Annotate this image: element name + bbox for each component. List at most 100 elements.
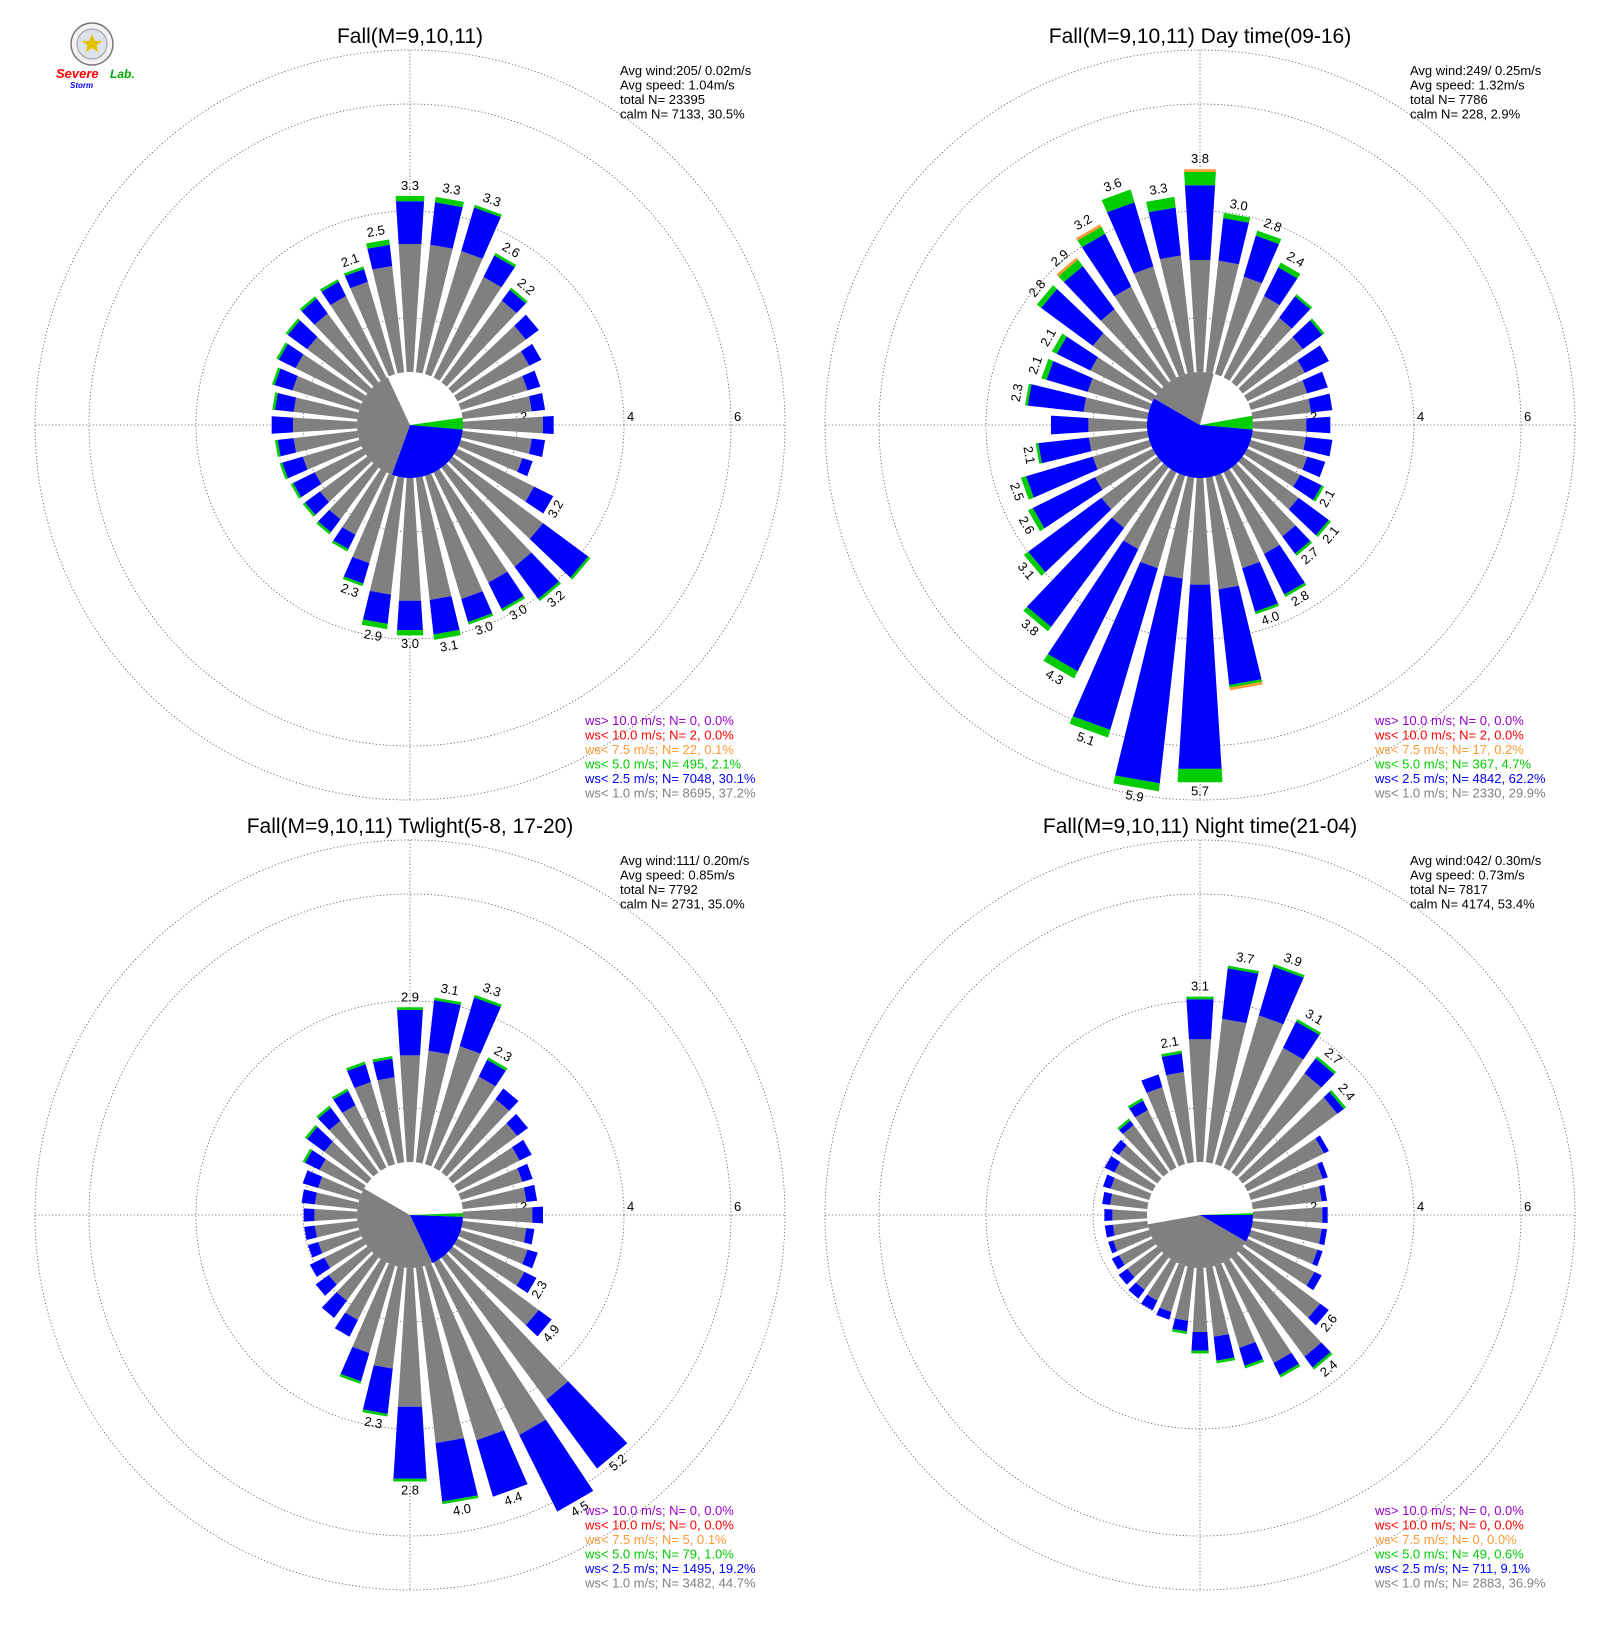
bar-170-lt25 bbox=[1218, 585, 1262, 686]
bar-160-lt5 bbox=[468, 613, 494, 625]
bar-90-lt1 bbox=[1252, 418, 1307, 432]
bar-30-lt25 bbox=[478, 1059, 506, 1087]
bar-110-lt25 bbox=[1312, 1249, 1323, 1267]
bar-70-lt25 bbox=[517, 1163, 533, 1182]
bar-80-lt25 bbox=[523, 1184, 538, 1202]
bar-190-lt1 bbox=[1174, 1266, 1195, 1321]
calm-sector-lt1 bbox=[1154, 372, 1214, 425]
bar-90-lt25 bbox=[542, 415, 554, 435]
bar-40-lt25 bbox=[495, 1088, 519, 1111]
bar-280-lt1 bbox=[293, 397, 359, 420]
bar-280-lt1 bbox=[1083, 397, 1149, 420]
bar-200-lt1 bbox=[352, 1263, 396, 1354]
bar-120-lt25 bbox=[1306, 1271, 1322, 1291]
bar-350-lt25 bbox=[1148, 207, 1181, 260]
bar-220-lt5 bbox=[1023, 606, 1052, 632]
bar-150-lt25 bbox=[488, 571, 524, 610]
bar-330-lt1 bbox=[342, 1105, 387, 1171]
bar-240-lt25 bbox=[1032, 477, 1103, 529]
bar-20-lt1 bbox=[424, 1046, 481, 1167]
bar-100-lt1 bbox=[1251, 430, 1306, 451]
bar-260-lt1 bbox=[1088, 430, 1149, 452]
bar-300-lt25 bbox=[305, 1150, 326, 1171]
bar-320-lt25 bbox=[1119, 1120, 1134, 1135]
bar-310-lt25 bbox=[287, 320, 318, 350]
bar-350-lt25 bbox=[367, 244, 393, 270]
sector-value-label: 3.1 bbox=[439, 637, 459, 655]
bar-110-lt1 bbox=[1248, 1229, 1318, 1265]
grid-ring-6 bbox=[88, 893, 732, 1537]
legend-entry-lt25: ws< 2.5 m/s; N= 711, 9.1% bbox=[1374, 1561, 1531, 1576]
bar-70-lt25 bbox=[1317, 1161, 1328, 1179]
wind-rose-panel-2: Fall(M=9,10,11) Day time(09-16) 2 4 6 3.8 3.0… bbox=[824, 25, 1576, 805]
bar-120-lt25 bbox=[1293, 474, 1322, 501]
sector-value-label: 5.7 bbox=[1191, 783, 1209, 798]
bar-30-lt5 bbox=[1278, 262, 1301, 279]
bar-210-lt5 bbox=[331, 540, 349, 552]
ring-label: 4 bbox=[1417, 1199, 1424, 1214]
bar-260-lt5 bbox=[274, 439, 281, 457]
bar-0-lt1 bbox=[398, 243, 422, 373]
bar-340-lt5 bbox=[343, 266, 365, 276]
bar-80-lt25 bbox=[529, 393, 546, 412]
bar-60-lt1 bbox=[454, 351, 530, 402]
bar-0-lt75 bbox=[1183, 169, 1217, 172]
bar-330-lt25 bbox=[1081, 233, 1132, 297]
bar-170-lt1 bbox=[1205, 1266, 1229, 1337]
legend-entry-lt1: ws< 1.0 m/s; N= 3482, 44.7% bbox=[584, 1576, 756, 1591]
bar-50-lt1 bbox=[448, 325, 526, 394]
bar-330-lt25 bbox=[333, 1090, 356, 1113]
bar-130-lt25 bbox=[1288, 497, 1329, 536]
bar-200-lt1 bbox=[1140, 473, 1186, 569]
bar-350-lt25 bbox=[1161, 1053, 1184, 1076]
bar-20-lt5 bbox=[1273, 963, 1305, 978]
stat-calm: calm N= 7133, 30.5% bbox=[620, 107, 745, 122]
bar-160-lt25 bbox=[476, 1430, 528, 1497]
bar-40-lt25 bbox=[501, 289, 526, 314]
panel-title: Fall(M=9,10,11) bbox=[337, 25, 483, 48]
ring-label: 4 bbox=[627, 1199, 634, 1214]
sector-value-label: 3.3 bbox=[401, 178, 419, 193]
bar-90-lt25 bbox=[1322, 1206, 1328, 1224]
bar-280-lt25 bbox=[274, 393, 297, 412]
bar-320-lt1 bbox=[1122, 1124, 1169, 1177]
bar-290-lt5 bbox=[1041, 358, 1054, 380]
bar-160-lt1 bbox=[424, 473, 483, 600]
ring-label: 6 bbox=[1524, 409, 1531, 424]
bar-340-lt25 bbox=[1141, 1074, 1163, 1093]
bar-220-lt1 bbox=[1111, 463, 1169, 528]
sector-value-label: 2.8 bbox=[1262, 215, 1284, 235]
bar-290-lt25 bbox=[302, 1170, 323, 1188]
bar-290-lt25 bbox=[1102, 1174, 1115, 1189]
stat-avg-speed: Avg speed: 0.85m/s bbox=[620, 868, 735, 883]
bar-250-lt25 bbox=[1108, 1240, 1118, 1254]
bar-250-lt25 bbox=[282, 456, 308, 479]
bar-30-lt5 bbox=[494, 252, 517, 268]
sector-value-label: 2.3 bbox=[363, 1414, 383, 1432]
bar-240-lt5 bbox=[1027, 508, 1045, 532]
bar-240-lt1 bbox=[324, 1238, 366, 1269]
bar-0-lt25 bbox=[395, 201, 425, 244]
bar-190-lt5 bbox=[362, 1409, 388, 1417]
bar-310-lt5 bbox=[285, 318, 300, 335]
legend-entry-lt10: ws< 10.0 m/s; N= 0, 0.0% bbox=[1374, 1518, 1524, 1533]
bar-340-lt1 bbox=[350, 281, 396, 377]
bar-10-lt1 bbox=[415, 244, 453, 374]
bar-80-lt1 bbox=[461, 1187, 527, 1210]
bar-350-lt25 bbox=[373, 1058, 395, 1081]
bar-240-lt1 bbox=[1118, 1238, 1156, 1266]
bar-310-lt1 bbox=[1092, 333, 1162, 394]
bar-330-lt1 bbox=[330, 296, 387, 381]
stat-avg-wind: Avg wind:205/ 0.02m/s bbox=[620, 63, 752, 78]
bar-100-lt1 bbox=[1251, 1220, 1322, 1244]
bar-320-lt5 bbox=[1117, 1118, 1131, 1131]
bar-110-lt1 bbox=[458, 1229, 528, 1265]
bar-20-lt5 bbox=[474, 204, 502, 218]
bar-20-lt1 bbox=[1214, 276, 1262, 377]
sector-value-label: 3.3 bbox=[441, 180, 461, 198]
bar-230-lt5 bbox=[1023, 551, 1046, 576]
bar-0-lt25 bbox=[1186, 999, 1214, 1040]
bar-280-lt1 bbox=[314, 1192, 359, 1210]
bar-0-lt5 bbox=[396, 1007, 424, 1010]
bar-260-lt1 bbox=[293, 430, 359, 453]
